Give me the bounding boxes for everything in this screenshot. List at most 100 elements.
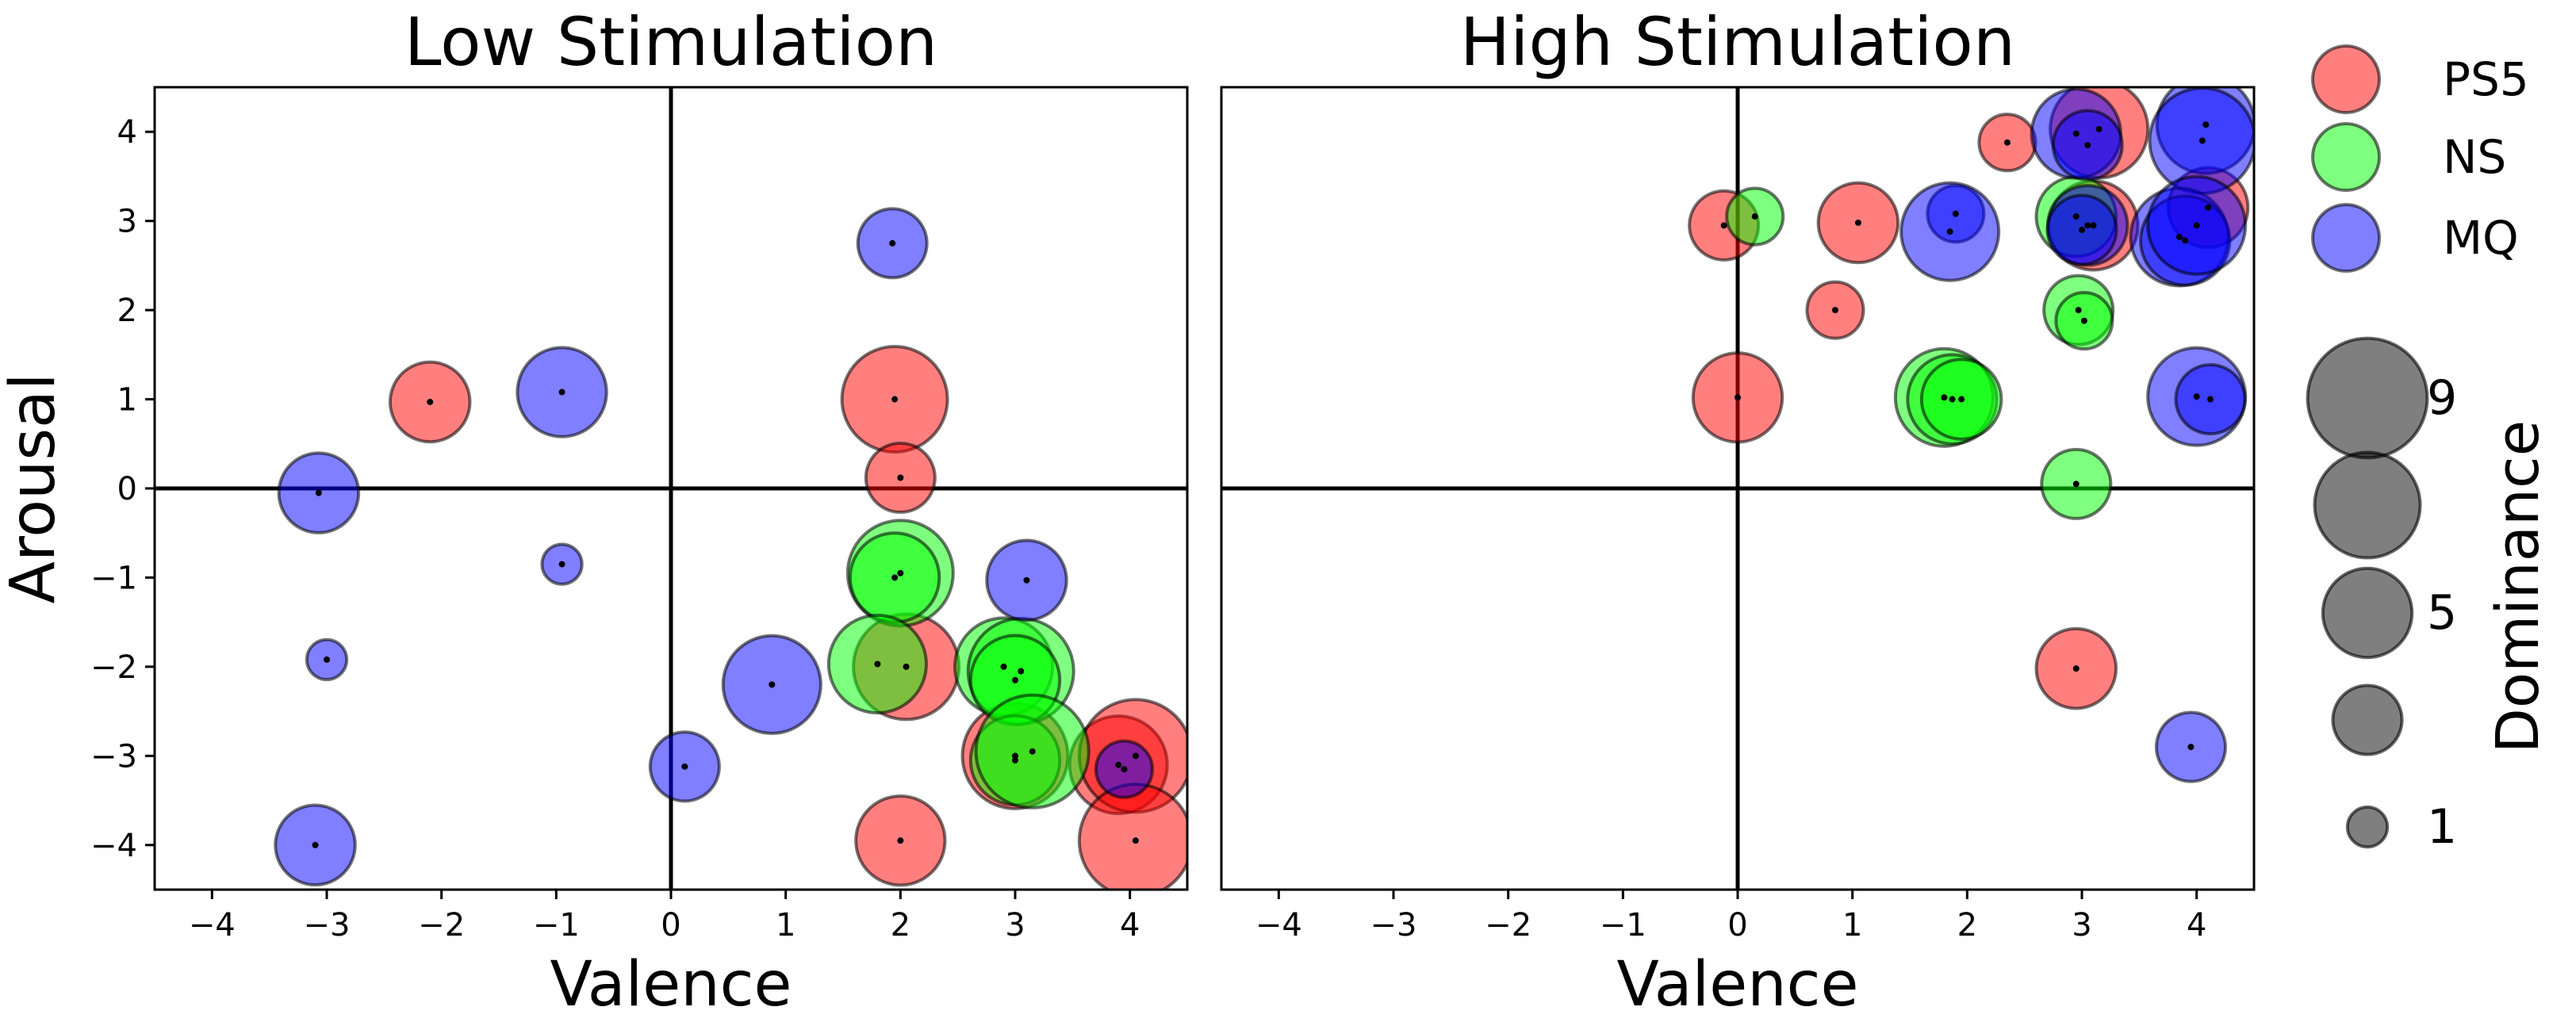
bubble-center-dot — [2175, 233, 2183, 240]
bubble-layer — [274, 207, 1187, 890]
x-tick-label: 1 — [1842, 907, 1862, 944]
bubble-center-dot — [427, 398, 434, 405]
bubble-center-dot — [558, 561, 565, 568]
x-tick-label: 3 — [2072, 907, 2091, 944]
x-tick-label: 4 — [1120, 907, 1140, 944]
x-tick-label: 4 — [2187, 907, 2206, 944]
y-tick-label: −1 — [90, 560, 137, 596]
bubble-center-dot — [2193, 393, 2200, 400]
dominance-size-marker — [2345, 805, 2390, 849]
bubble-center-dot — [1132, 837, 1139, 844]
bubble-center-dot — [1012, 676, 1018, 683]
x-tick-label: 2 — [1957, 907, 1977, 944]
x-tick-label: −3 — [304, 907, 351, 944]
bubble-center-dot — [1029, 748, 1036, 755]
y-tick-label: −2 — [90, 649, 137, 686]
dominance-size-label: 1 — [2427, 799, 2457, 855]
bubble-center-dot — [315, 489, 322, 496]
x-tick-label: 0 — [661, 907, 680, 944]
x-axis-label: Valence — [1616, 949, 1858, 1020]
bubble-center-dot — [2205, 204, 2212, 211]
bubble-center-dot — [2079, 226, 2085, 233]
bubble-center-dot — [2084, 142, 2091, 149]
bubble-center-dot — [312, 841, 319, 848]
y-tick-label: 4 — [117, 114, 137, 151]
dominance-size-marker — [2306, 336, 2429, 460]
x-tick-label: 1 — [776, 907, 795, 944]
bubble-center-dot — [2207, 396, 2214, 403]
bubble-center-dot — [2198, 137, 2206, 144]
x-tick-label: −2 — [1485, 907, 1531, 944]
bubble-center-dot — [2182, 237, 2189, 244]
legend-label-ns: NS — [2443, 130, 2506, 184]
bubble-center-dot — [2072, 480, 2080, 488]
x-tick-label: −3 — [1370, 907, 1417, 944]
y-tick-label: 1 — [117, 382, 137, 419]
dominance-size-label: 9 — [2427, 370, 2457, 426]
bubble-center-dot — [897, 474, 904, 481]
x-tick-label: −1 — [533, 907, 580, 944]
legend-label-mq: MQ — [2443, 211, 2519, 265]
y-tick-label: 3 — [117, 204, 137, 240]
bubble-center-dot — [2090, 222, 2097, 229]
bubble-center-dot — [2080, 317, 2087, 324]
x-axis-label: Valence — [550, 949, 792, 1020]
high-stimulation-panel: −4 −3 −2 −1 0 1 2 3 4 High Stimulation Valence — [1220, 3, 2256, 1020]
bubble-center-dot — [1854, 219, 1861, 226]
bubble-center-dot — [2072, 665, 2080, 672]
legend: PS5 NS MQ 9 5 1 Dominance — [2306, 44, 2552, 855]
bubble-center-dot — [889, 239, 896, 247]
dominance-size-marker — [2331, 683, 2404, 756]
legend-marker-ns — [2311, 122, 2381, 192]
bubble-center-dot — [1949, 396, 1956, 403]
bubble-center-dot — [891, 574, 899, 581]
bubble-center-dot — [874, 660, 881, 668]
bubble-center-dot — [1720, 222, 1727, 229]
bubble-center-dot — [769, 681, 776, 688]
bubble-center-dot — [897, 569, 904, 576]
bubble-center-dot — [903, 663, 910, 670]
bubble-center-dot — [1735, 394, 1741, 401]
bubble-center-dot — [558, 389, 565, 396]
bubble-center-dot — [1012, 752, 1018, 760]
x-tick-label: 2 — [891, 907, 910, 944]
bubble-center-dot — [1012, 756, 1018, 764]
bubble-center-dot — [897, 837, 904, 844]
panel-title: High Stimulation — [1460, 3, 2015, 81]
bubble-center-dot — [1132, 752, 1139, 760]
dominance-size-label: 5 — [2427, 585, 2457, 641]
bubble-center-dot — [2187, 744, 2195, 751]
bubble-center-dot — [2202, 121, 2210, 128]
bubble-center-dot — [1000, 663, 1007, 670]
bubble-center-dot — [2084, 222, 2091, 229]
dominance-size-marker — [2313, 450, 2422, 560]
x-tick-label: −2 — [418, 907, 465, 944]
panel-title: Low Stimulation — [404, 3, 938, 81]
y-axis-label: Arousal — [0, 373, 69, 604]
bubble-center-dot — [2072, 130, 2080, 137]
legend-label-ps5: PS5 — [2443, 52, 2529, 106]
bubble-center-dot — [891, 396, 899, 403]
legend-marker-ps5 — [2311, 44, 2381, 114]
legend-marker-mq — [2311, 203, 2381, 273]
x-tick-label: −4 — [1255, 907, 1302, 944]
bubble-center-dot — [1115, 761, 1122, 768]
bubble-center-dot — [2193, 222, 2200, 229]
y-tick-label: 0 — [117, 471, 137, 507]
x-tick-label: 3 — [1005, 907, 1025, 944]
bubble-center-dot — [2003, 139, 2011, 146]
bubble-center-dot — [1751, 213, 1758, 220]
bubble-layer — [1688, 87, 2254, 783]
bubble-center-dot — [1831, 307, 1838, 314]
bubble-center-dot — [2095, 125, 2103, 132]
bubble-center-dot — [1023, 576, 1030, 584]
bubble-center-dot — [1121, 766, 1128, 773]
bubble-center-dot — [1941, 394, 1948, 401]
bubble-center-dot — [2072, 213, 2080, 220]
bubble-center-dot — [1958, 396, 1965, 403]
bubble-center-dot — [2075, 307, 2082, 314]
x-tick-label: −1 — [1600, 907, 1646, 944]
bubble-center-dot — [1952, 210, 1959, 217]
bubble-center-dot — [681, 763, 688, 770]
